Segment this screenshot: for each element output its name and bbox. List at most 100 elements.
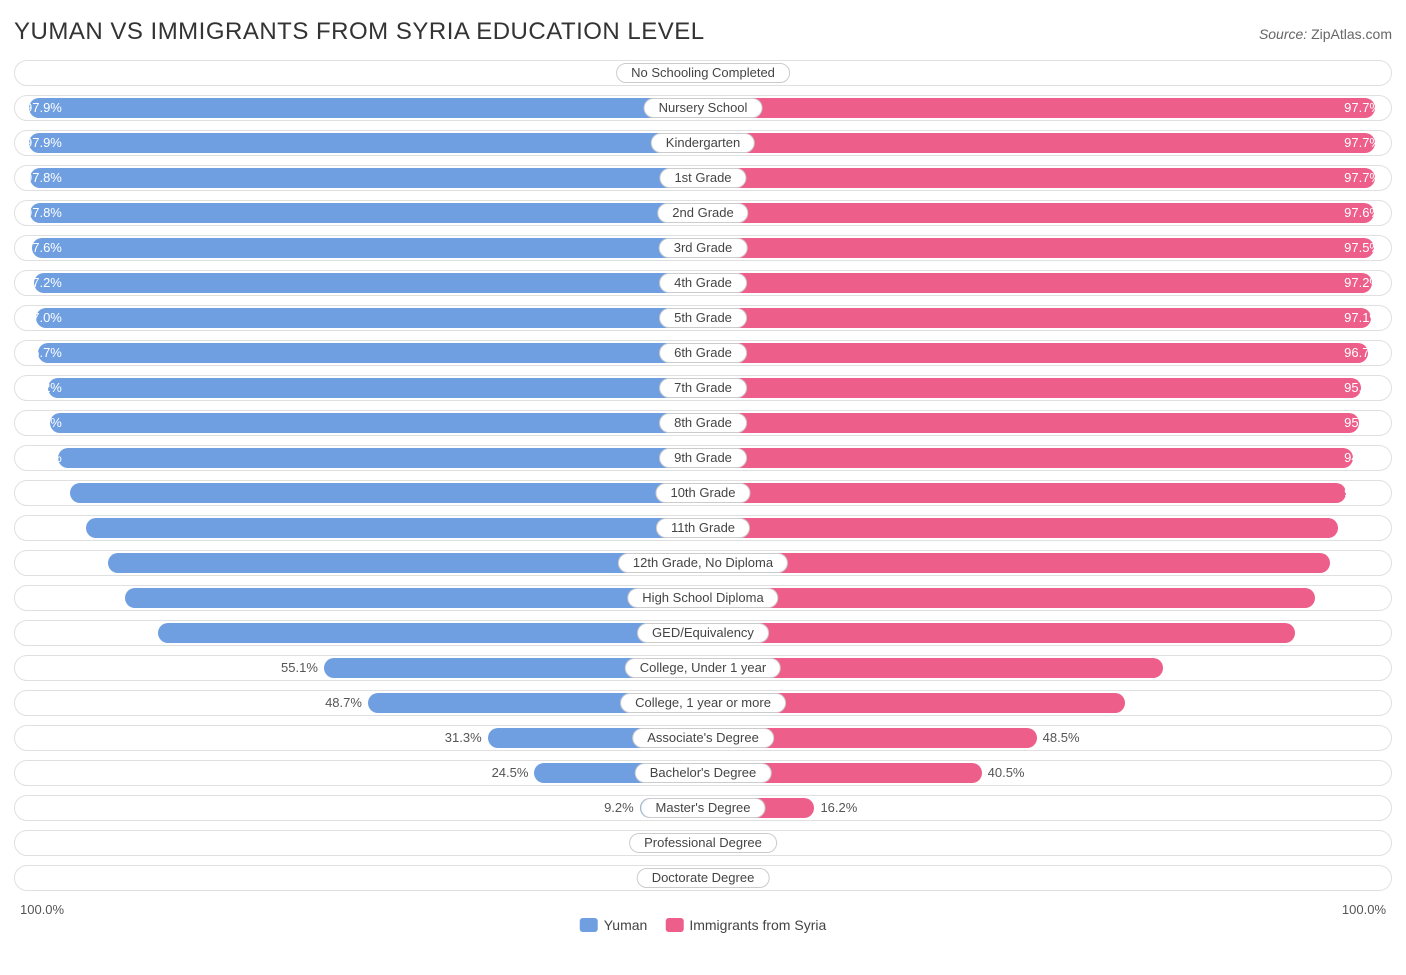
chart-row: 97.8% 97.7% 1st Grade [14,165,1392,191]
category-label: 8th Grade [659,413,747,433]
category-label: 2nd Grade [657,203,748,223]
bar-right [703,588,1315,608]
bar-left [48,378,703,398]
bar-right [703,308,1371,328]
value-left: 55.1% [275,656,324,680]
value-left: 97.8% [15,166,72,190]
chart-header: YUMAN VS IMMIGRANTS FROM SYRIA EDUCATION… [14,18,1392,46]
chart-row: 97.8%97.6%2nd Grade [14,200,1392,226]
category-label: 12th Grade, No Diploma [618,553,788,573]
chart-row: 86.5% 91.1% 12th Grade, No Diploma [14,550,1392,576]
value-right: 91.1% [1334,551,1391,575]
bar-left [125,588,703,608]
chart-row: 79.2%86.1%GED/Equivalency [14,620,1392,646]
chart-row: 97.9% 97.7% Nursery School [14,95,1392,121]
value-left: 97.9% [15,131,72,155]
chart-row: 48.7%61.3%College, 1 year or more [14,690,1392,716]
bar-right [703,133,1375,153]
bar-right [703,378,1361,398]
category-label: 10th Grade [655,483,750,503]
source-attribution: Source: ZipAtlas.com [1259,26,1392,42]
chart-row: 3.3%4.9%Professional Degree [14,830,1392,856]
bar-right [703,623,1295,643]
bar-right [703,203,1374,223]
bar-left [158,623,703,643]
value-left: 31.3% [439,726,488,750]
category-label: Professional Degree [629,833,777,853]
value-right: 97.7% [1334,96,1391,120]
value-right: 89.0% [1334,586,1391,610]
value-left: 9.2% [598,796,640,820]
value-right: 66.9% [1334,656,1391,680]
value-left: 48.7% [319,691,368,715]
chart-row: 97.0%97.1%5th Grade [14,305,1392,331]
chart-row: 95.2%95.7%7th Grade [14,375,1392,401]
category-label: 4th Grade [659,273,747,293]
category-label: 11th Grade [656,518,750,538]
value-right: 97.5% [1334,236,1391,260]
value-right: 93.4% [1334,481,1391,505]
value-left: 97.2% [15,271,72,295]
bar-left [30,203,703,223]
value-right: 95.3% [1334,411,1391,435]
value-right: 40.5% [982,761,1031,785]
legend-label-right: Immigrants from Syria [689,917,826,933]
bar-right [703,98,1375,118]
value-right: 97.2% [1334,271,1391,295]
category-label: 9th Grade [659,448,747,468]
chart-row: 92.0%93.4%10th Grade [14,480,1392,506]
bar-left [50,413,703,433]
value-left: 86.5% [15,551,72,575]
chart-row: 9.2%16.2%Master's Degree [14,795,1392,821]
bar-left [30,168,703,188]
category-label: 1st Grade [659,168,746,188]
x-axis: 100.0% 100.0% [14,900,1392,917]
legend-item-right: Immigrants from Syria [665,917,826,933]
bar-left [58,448,703,468]
chart-row: 1.5%1.9%Doctorate Degree [14,865,1392,891]
value-right: 97.1% [1334,306,1391,330]
value-right: 97.7% [1334,131,1391,155]
bar-right [703,168,1375,188]
value-left: 97.9% [15,96,72,120]
chart-row: 2.5%2.3%No Schooling Completed [14,60,1392,86]
axis-right-max: 100.0% [1342,902,1386,917]
value-left: 89.7% [15,516,72,540]
value-right: 97.6% [1334,201,1391,225]
bar-right [703,448,1353,468]
chart-row: 55.1% 66.9% College, Under 1 year [14,655,1392,681]
bar-right [703,238,1374,258]
category-label: Associate's Degree [632,728,774,748]
chart-row: 31.3% 48.5% Associate's Degree [14,725,1392,751]
value-right: 92.3% [1334,516,1391,540]
chart-row: 94.9%95.3%8th Grade [14,410,1392,436]
axis-left-max: 100.0% [20,902,64,917]
chart-row: 93.8%94.5%9th Grade [14,445,1392,471]
category-label: Master's Degree [641,798,766,818]
value-right: 48.5% [1037,726,1086,750]
bar-left [36,308,703,328]
bar-left [70,483,703,503]
value-left: 24.5% [486,761,535,785]
category-label: College, Under 1 year [625,658,781,678]
bar-left [34,273,703,293]
chart-row: 84.0%89.0%High School Diploma [14,585,1392,611]
chart-row: 24.5%40.5%Bachelor's Degree [14,760,1392,786]
value-left: 93.8% [15,446,72,470]
category-label: High School Diploma [627,588,778,608]
category-label: 5th Grade [659,308,747,328]
value-right: 97.7% [1334,166,1391,190]
bar-left [29,98,703,118]
bar-right [703,413,1359,433]
value-left: 97.6% [15,236,72,260]
chart-row: 96.7%96.7%6th Grade [14,340,1392,366]
legend-label-left: Yuman [604,917,648,933]
bar-left [86,518,703,538]
source-name: ZipAtlas.com [1311,26,1392,42]
category-label: No Schooling Completed [616,63,790,83]
chart-row: 89.7% 92.3% 11th Grade [14,515,1392,541]
bar-left [32,238,703,258]
legend: Yuman Immigrants from Syria [580,917,827,933]
category-label: Nursery School [644,98,763,118]
chart-row: 97.9%97.7%Kindergarten [14,130,1392,156]
